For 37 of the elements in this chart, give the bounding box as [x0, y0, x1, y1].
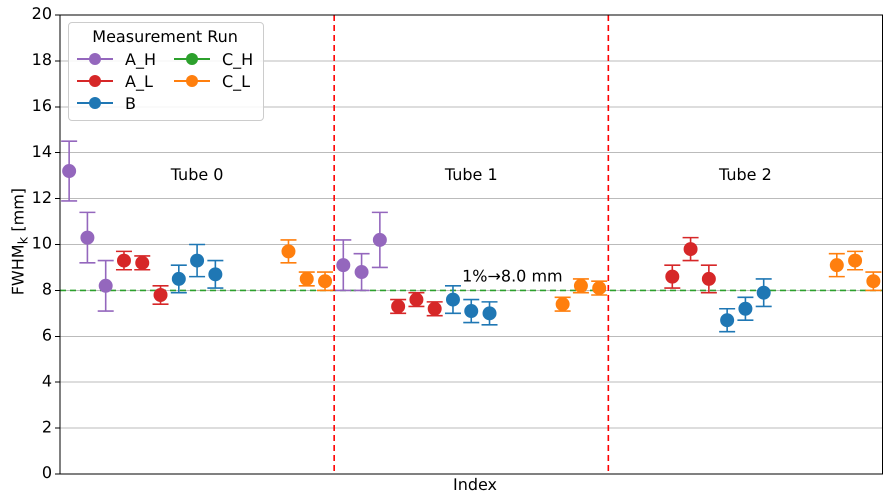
point	[738, 302, 752, 316]
legend-label: C_H	[222, 50, 254, 68]
point	[464, 304, 478, 318]
point	[482, 306, 497, 320]
point	[354, 265, 369, 280]
y-tick-label: 16	[32, 96, 52, 115]
legend-label: C_L	[222, 72, 250, 90]
point	[208, 267, 222, 282]
annotation: Tube 2	[718, 164, 772, 184]
point	[720, 313, 734, 328]
y-tick-label: 2	[42, 417, 52, 436]
y-tick-label: 12	[32, 188, 52, 207]
y-tick-label: 8	[42, 280, 52, 299]
point	[80, 230, 94, 245]
y-tick-label: 4	[42, 371, 52, 390]
point	[172, 272, 186, 286]
legend-title: Measurement Run	[91, 27, 239, 46]
ref-line-label: 1%→8.0 mm	[462, 266, 563, 286]
point	[98, 278, 113, 293]
legend-label: A_H	[125, 50, 156, 68]
x-axis-title: Index	[452, 475, 498, 494]
point	[62, 164, 76, 178]
y-tick-label: 18	[32, 50, 52, 70]
y-tick-label: 20	[32, 4, 52, 24]
point	[372, 232, 387, 247]
point	[190, 254, 204, 268]
point	[446, 292, 460, 307]
point	[756, 286, 771, 300]
annotation: Tube 0	[170, 164, 224, 184]
legend-label: B	[125, 94, 136, 112]
annotation: Tube 1	[444, 164, 498, 184]
y-tick-label: 10	[32, 234, 52, 253]
y-tick-label: 14	[32, 142, 52, 161]
point	[336, 258, 350, 272]
y-tick-label: 0	[42, 463, 52, 482]
legend-label: A_L	[125, 72, 153, 90]
y-tick-label: 6	[42, 325, 52, 344]
